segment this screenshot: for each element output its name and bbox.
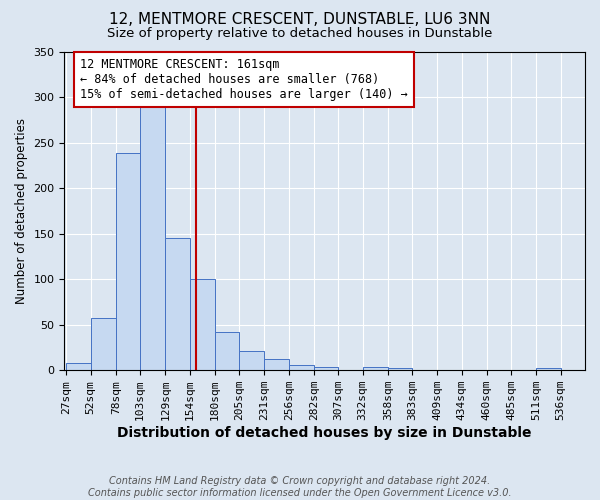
Bar <box>190 279 215 370</box>
X-axis label: Distribution of detached houses by size in Dunstable: Distribution of detached houses by size … <box>118 426 532 440</box>
Y-axis label: Number of detached properties: Number of detached properties <box>15 118 28 304</box>
Bar <box>265 360 289 370</box>
Bar <box>362 368 388 370</box>
Text: Size of property relative to detached houses in Dunstable: Size of property relative to detached ho… <box>107 28 493 40</box>
Bar <box>239 351 265 370</box>
Bar <box>314 366 338 370</box>
Text: Contains HM Land Registry data © Crown copyright and database right 2024.
Contai: Contains HM Land Registry data © Crown c… <box>88 476 512 498</box>
Bar <box>116 154 140 370</box>
Text: 12, MENTMORE CRESCENT, DUNSTABLE, LU6 3NN: 12, MENTMORE CRESCENT, DUNSTABLE, LU6 3N… <box>109 12 491 28</box>
Bar <box>215 332 239 370</box>
Bar <box>289 365 314 370</box>
Bar <box>536 368 561 370</box>
Bar <box>166 238 190 370</box>
Bar <box>140 106 166 370</box>
Bar <box>388 368 412 370</box>
Text: 12 MENTMORE CRESCENT: 161sqm
← 84% of detached houses are smaller (768)
15% of s: 12 MENTMORE CRESCENT: 161sqm ← 84% of de… <box>80 58 408 101</box>
Bar <box>67 363 91 370</box>
Bar <box>91 318 116 370</box>
